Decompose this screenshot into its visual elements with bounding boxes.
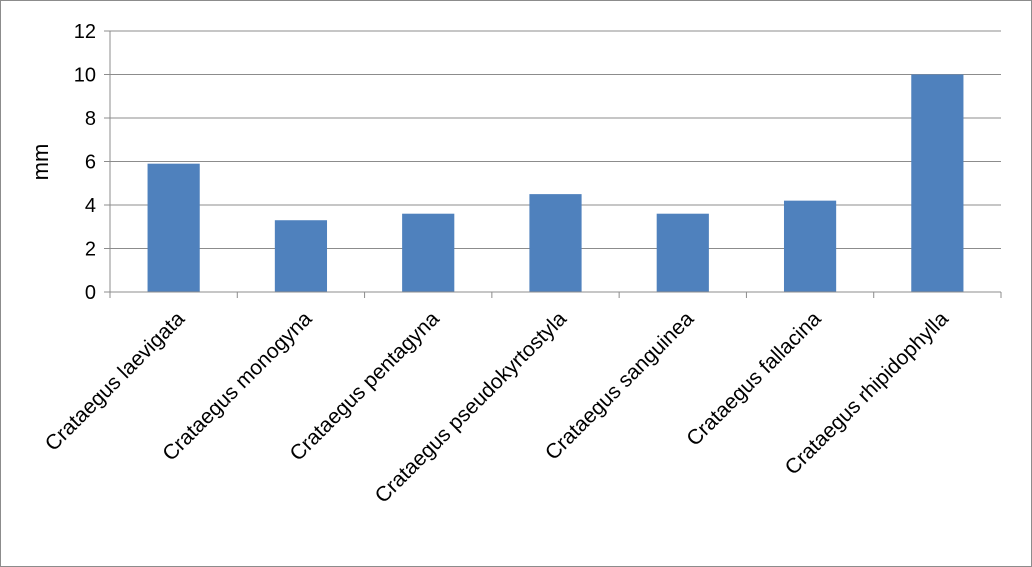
axes bbox=[104, 30, 1002, 298]
gridlines bbox=[110, 30, 1001, 249]
y-tick-label: 0 bbox=[85, 282, 96, 304]
bar bbox=[911, 74, 964, 292]
x-tick-label: Crataegus laevigata bbox=[41, 307, 190, 456]
bar bbox=[147, 163, 200, 292]
y-tick-label: 6 bbox=[85, 152, 96, 174]
y-tick-label: 2 bbox=[85, 239, 96, 261]
bar bbox=[402, 213, 455, 292]
bar bbox=[274, 220, 328, 292]
bar bbox=[656, 213, 709, 292]
x-tick-label: Crataegus fallacina bbox=[682, 307, 826, 451]
y-tick-label: 8 bbox=[85, 108, 96, 130]
bar bbox=[529, 194, 582, 292]
bar bbox=[783, 200, 837, 292]
y-tick-label: 12 bbox=[74, 21, 96, 43]
y-tick-label: 10 bbox=[74, 65, 96, 87]
y-axis-title: mm bbox=[28, 144, 53, 181]
y-tick-label: 4 bbox=[85, 195, 96, 217]
bars bbox=[147, 74, 964, 292]
y-tick-labels: 0 2 4 6 8 10 12 bbox=[74, 21, 96, 304]
x-tick-label: Crataegus sanguinea bbox=[541, 307, 699, 465]
